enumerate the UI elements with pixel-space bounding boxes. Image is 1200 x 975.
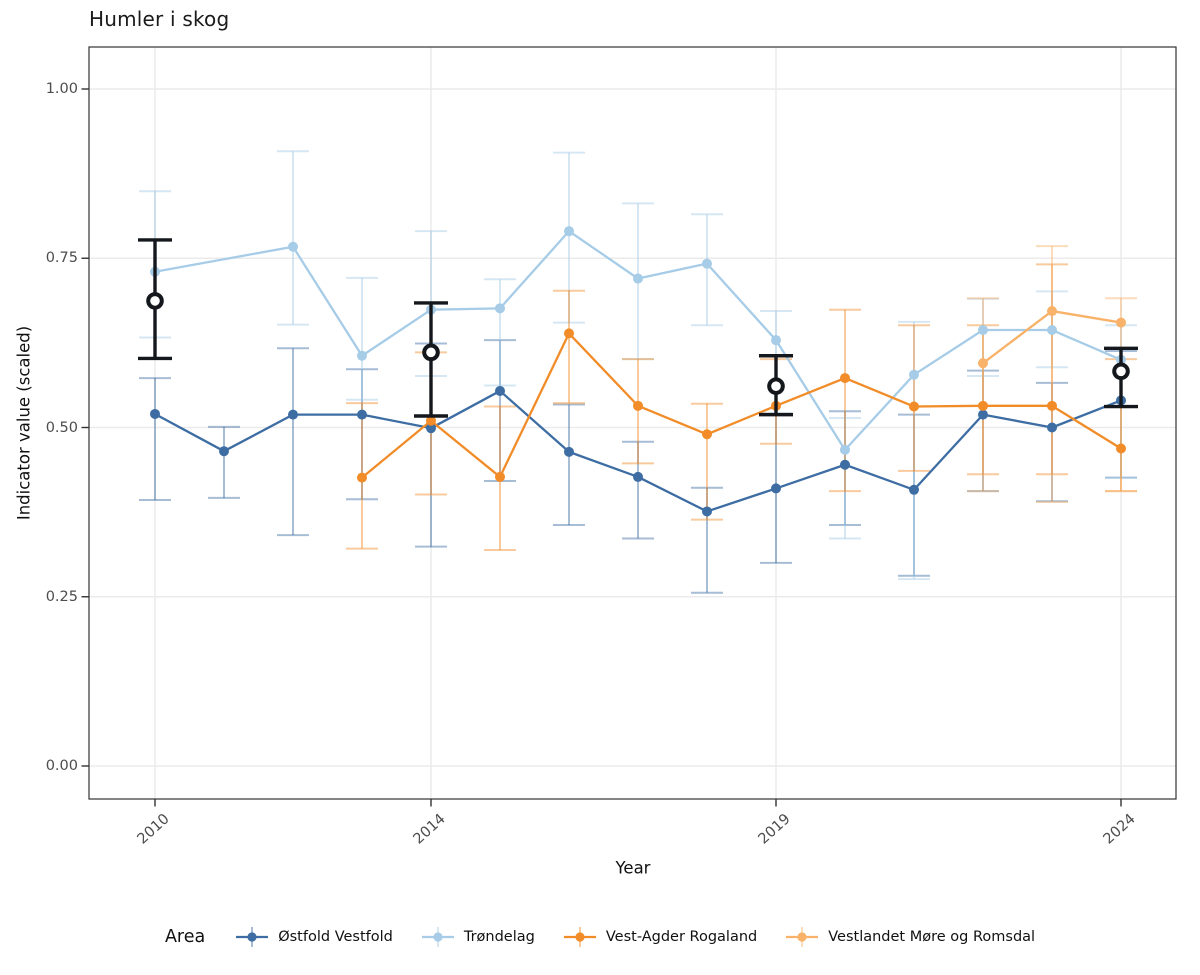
data-point [909, 484, 919, 495]
legend-item-label: Vest-Agder Rogaland [605, 929, 758, 945]
summary-point [767, 377, 785, 396]
data-point [1047, 306, 1057, 317]
data-point [978, 409, 988, 420]
panel-border [88, 46, 1177, 800]
y-tick-label: 1.00 [45, 81, 78, 97]
data-point [1047, 422, 1057, 433]
y-tick-label: 0.75 [45, 250, 78, 267]
data-point [840, 459, 850, 470]
data-point [909, 369, 919, 380]
data-point [702, 258, 712, 269]
x-axis-title: Year [615, 858, 651, 878]
data-point [288, 409, 298, 420]
data-point [771, 483, 781, 494]
data-point [150, 408, 160, 419]
data-point [978, 358, 988, 369]
data-point [1116, 317, 1126, 328]
series-line [153, 230, 1123, 451]
legend-item: Vestlandet Møre og Romsdal [785, 923, 1035, 951]
data-point [495, 471, 505, 482]
data-point [357, 409, 367, 420]
data-point [1116, 443, 1126, 454]
data-point [357, 350, 367, 361]
y-tick-label: 0.00 [45, 758, 78, 774]
data-point [840, 444, 850, 455]
data-point [564, 446, 574, 457]
data-point [426, 415, 436, 426]
chart-title: Humler i skog [89, 7, 230, 31]
legend-pointrange-icon [421, 927, 454, 947]
legend-item-label: Trøndelag [463, 929, 535, 945]
legend: Area Østfold Vestfold Trøndelag Vest-Agder… [0, 916, 1200, 958]
data-point [909, 401, 919, 412]
legend-pointrange-icon [786, 927, 819, 947]
data-point [840, 373, 850, 384]
summary-point [422, 343, 440, 362]
y-tick-label: 0.25 [45, 588, 78, 605]
data-point [1047, 325, 1057, 336]
data-point [702, 506, 712, 517]
series-line [360, 332, 1123, 479]
summary-point [146, 292, 164, 310]
data-point [702, 429, 712, 440]
data-point [633, 400, 643, 411]
data-point [564, 226, 574, 237]
data-point [426, 423, 436, 434]
data-point [633, 471, 643, 482]
legend-item: Østfold Vestfold [235, 923, 393, 951]
data-point [978, 400, 988, 411]
y-tick-label: 0.50 [45, 419, 78, 436]
legend-pointrange-icon [563, 927, 596, 947]
legend-item-label: Vestlandet Møre og Romsdal [828, 929, 1036, 945]
data-point [978, 325, 988, 336]
legend-pointrange-icon [236, 927, 269, 947]
data-point [633, 273, 643, 284]
data-point [564, 328, 574, 339]
data-point [219, 446, 229, 457]
data-point [1047, 400, 1057, 411]
legend-item-label: Østfold Vestfold [278, 929, 393, 945]
legend-item: Trøndelag [421, 923, 535, 951]
legend-title: Area [164, 927, 206, 947]
data-point [357, 472, 367, 483]
data-point [495, 385, 505, 396]
summary-point [1112, 362, 1130, 381]
data-point [288, 241, 298, 252]
data-point [495, 303, 505, 314]
data-point [771, 335, 781, 346]
legend-item: Vest-Agder Rogaland [563, 923, 757, 951]
